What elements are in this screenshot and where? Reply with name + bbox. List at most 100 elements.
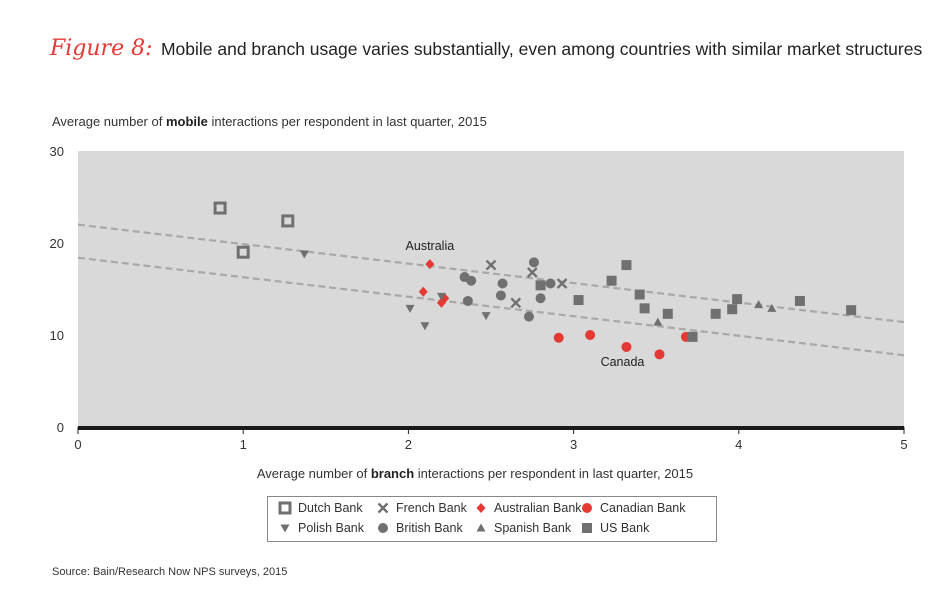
point-australian-bank	[418, 286, 428, 297]
point-british-bank	[528, 257, 539, 268]
point-canadian-bank	[654, 349, 665, 360]
y-axis-title-bold: mobile	[165, 114, 208, 129]
legend-symbol	[377, 502, 389, 514]
legend-item-british-bank: British Bank	[376, 521, 463, 535]
legend-item-spanish-bank: Spanish Bank	[474, 521, 571, 535]
scatter-chart: 0 10 20 30 0 1 2 3 4 5 Australia Canada	[50, 144, 908, 452]
point-british-bank	[495, 290, 506, 301]
point-polish-bank	[420, 322, 430, 331]
x-axis-title-post: interactions per respondent in last quar…	[414, 466, 694, 481]
legend-item-french-bank: French Bank	[376, 501, 467, 515]
point-dutch-bank	[213, 201, 227, 215]
x-tick-label: 2	[405, 437, 412, 452]
annotation-label: Australia	[406, 239, 455, 253]
point-british-bank	[535, 293, 546, 304]
legend-symbol	[476, 523, 486, 532]
figure-label: Figure 8:	[50, 36, 153, 61]
point-british-bank	[545, 278, 556, 289]
legend-item-polish-bank: Polish Bank	[278, 521, 364, 535]
point-us-bank	[794, 295, 805, 306]
point-us-bank	[606, 275, 617, 286]
point-us-bank	[846, 305, 857, 316]
legend-marker-polish-bank	[280, 524, 290, 533]
legend-symbol	[582, 503, 592, 513]
point-australian-bank	[425, 259, 435, 270]
legend-item-dutch-bank: Dutch Bank	[278, 501, 363, 515]
point-french-bank	[510, 297, 522, 309]
y-axis-title-pre: Average number of	[52, 114, 166, 129]
legend-label: French Bank	[396, 501, 467, 515]
y-axis-title-post: interactions per respondent in last quar…	[207, 114, 487, 129]
legend-symbol	[278, 501, 292, 515]
point-spanish-bank	[754, 300, 764, 309]
legend-label: Spanish Bank	[494, 521, 572, 535]
x-axis-title-bold: branch	[370, 466, 415, 481]
point-us-bank	[710, 308, 721, 319]
point-dutch-bank	[236, 245, 250, 259]
legend-item-australian-bank: Australian Bank	[474, 501, 582, 515]
legend-marker-canadian-bank	[582, 503, 592, 513]
point-us-bank	[621, 260, 632, 271]
y-axis-title: Average number of mobile interactions pe…	[52, 114, 487, 129]
legend-item-canadian-bank: Canadian Bank	[580, 501, 685, 515]
point-canadian-bank	[585, 330, 596, 340]
point-us-bank	[639, 303, 650, 314]
point-polish-bank	[481, 312, 491, 321]
point-canadian-bank	[621, 341, 632, 352]
x-tick-label: 3	[570, 437, 577, 452]
y-tick-label: 0	[57, 420, 64, 435]
legend-symbol	[582, 523, 592, 533]
point-french-bank	[526, 267, 538, 278]
point-british-bank	[497, 278, 508, 289]
point-spanish-bank	[767, 303, 777, 312]
plot-background	[78, 151, 904, 427]
point-canadian-bank	[553, 332, 564, 343]
point-us-bank	[727, 304, 738, 315]
y-tick-label: 30	[50, 144, 64, 159]
point-spanish-bank	[653, 317, 663, 326]
point-dutch-bank	[281, 214, 295, 228]
point-australian-bank	[436, 297, 446, 308]
legend-marker-australian-bank	[476, 503, 486, 513]
point-british-bank	[523, 311, 534, 322]
point-polish-bank	[436, 292, 446, 301]
trend-line	[77, 223, 905, 324]
figure-title: Mobile and branch usage varies substanti…	[160, 39, 923, 59]
legend-label: Polish Bank	[298, 521, 365, 535]
legend-item-us-bank: US Bank	[580, 521, 649, 535]
point-french-bank	[485, 259, 497, 271]
source-note: Source: Bain/Research Now NPS surveys, 2…	[52, 566, 288, 578]
point-french-bank	[556, 278, 568, 289]
x-axis-title-pre: Average number of	[256, 466, 371, 481]
legend-marker-us-bank	[582, 523, 592, 533]
annotation-label: Canada	[601, 355, 645, 369]
legend-marker-dutch-bank	[278, 501, 292, 515]
legend-label: Canadian Bank	[600, 501, 686, 515]
x-axis-title: Average number of branch interactions pe…	[0, 466, 950, 481]
x-tick-label: 0	[74, 437, 81, 452]
point-british-bank	[462, 295, 473, 306]
legend-marker-french-bank	[377, 502, 389, 514]
x-tick-label: 1	[240, 437, 247, 452]
point-polish-bank	[299, 250, 309, 259]
x-tick-label: 5	[900, 437, 907, 452]
point-british-bank	[466, 275, 477, 286]
chart-legend: Dutch Bank French Bank Australian Bank Cana…	[267, 496, 717, 542]
legend-symbol	[476, 503, 486, 513]
legend-marker-british-bank	[378, 523, 388, 533]
point-us-bank	[662, 308, 673, 319]
figure-title-row: Figure 8: Mobile and branch usage varies…	[50, 36, 922, 61]
legend-symbol	[280, 524, 290, 533]
x-tick-label: 4	[735, 437, 742, 452]
y-tick-label: 20	[50, 236, 64, 251]
point-us-bank	[732, 294, 743, 305]
point-us-bank	[687, 331, 698, 342]
legend-label: Dutch Bank	[298, 501, 363, 515]
legend-label: Australian Bank	[494, 501, 582, 515]
point-us-bank	[634, 289, 645, 300]
y-tick-label: 10	[50, 328, 64, 343]
point-us-bank	[573, 295, 584, 306]
legend-marker-spanish-bank	[476, 523, 486, 532]
legend-label: US Bank	[600, 521, 650, 535]
point-polish-bank	[405, 304, 415, 313]
